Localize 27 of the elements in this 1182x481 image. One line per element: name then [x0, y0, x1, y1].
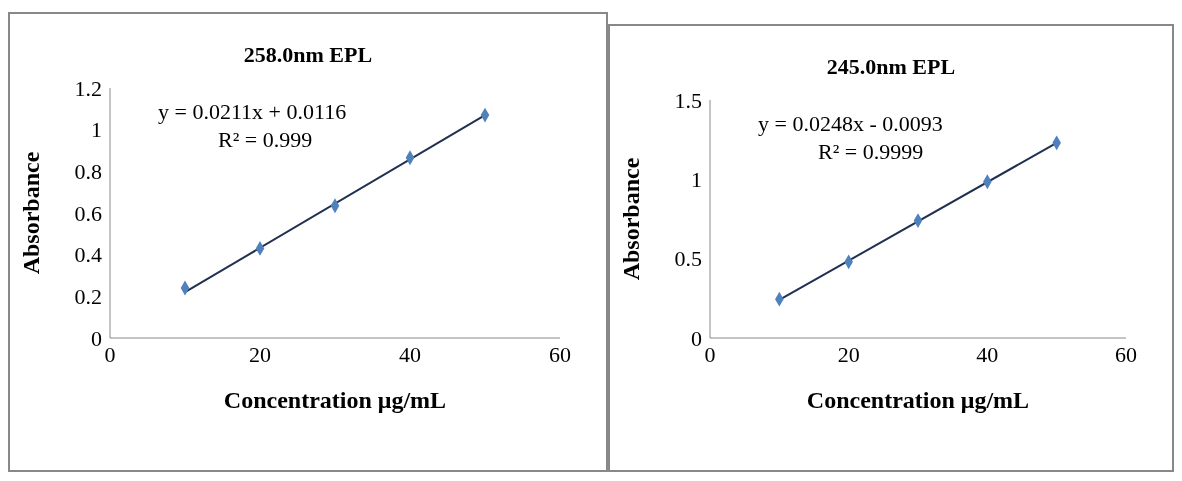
x-tick-label: 60 [1115, 341, 1137, 367]
y-tick-label: 0.2 [74, 284, 102, 310]
annotation: y = 0.0211x + 0.0116 [158, 98, 347, 126]
annotation: y = 0.0248x - 0.0093 [758, 110, 943, 138]
annotation: R² = 0.9999 [818, 138, 925, 166]
y-tick-label: 0 [691, 325, 702, 351]
x-axis-title: Concentration μg/mL [223, 387, 447, 413]
y-tick-label: 0.4 [74, 242, 102, 268]
x-tick-label: 20 [837, 341, 860, 367]
annotation: R² = 0.999 [218, 126, 314, 154]
x-tick-label: 20 [249, 341, 271, 367]
y-axis-title: Absorbance [17, 151, 44, 275]
chart-title: 258.0nm EPL [242, 42, 374, 68]
x-axis-title: Concentration μg/mL [806, 387, 1030, 413]
y-tick-label: 0.8 [74, 159, 102, 185]
y-tick-label: 1.2 [74, 75, 102, 101]
y-tick-label: 0.5 [674, 246, 702, 272]
y-tick-label: 1.5 [674, 87, 702, 113]
y-tick-label: 0.6 [74, 200, 102, 226]
y-axis-title: Absorbance [617, 157, 644, 281]
y-tick-label: 1 [91, 117, 102, 143]
chart-title: 245.0nm EPL [825, 54, 957, 80]
x-tick-label: 40 [976, 341, 999, 367]
x-tick-label: 40 [399, 341, 421, 367]
y-tick-label: 0 [91, 325, 102, 351]
y-tick-label: 1 [691, 167, 702, 193]
x-tick-label: 60 [549, 341, 571, 367]
